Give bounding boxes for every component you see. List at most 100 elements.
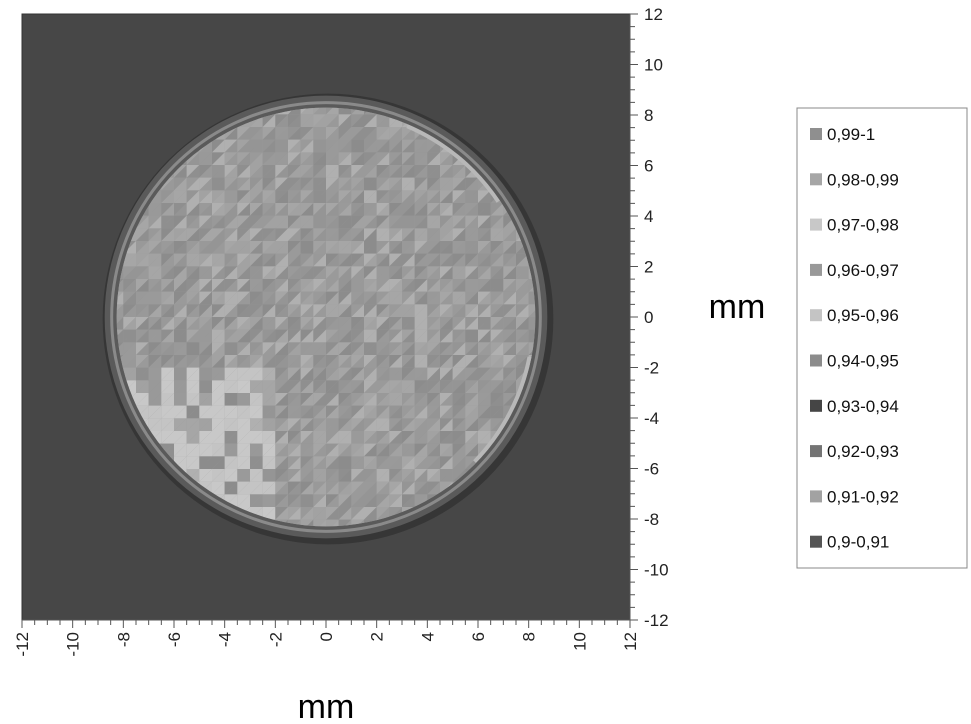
surface-cell <box>199 152 212 165</box>
surface-cell <box>338 152 352 165</box>
surface-cell <box>174 266 187 279</box>
surface-cell <box>326 253 339 267</box>
surface-cell <box>478 215 491 229</box>
surface-cell <box>402 177 415 191</box>
surface-cell <box>237 431 250 444</box>
surface-cell <box>376 494 390 507</box>
surface-cell <box>376 456 390 469</box>
surface-cell <box>440 203 453 216</box>
surface-cell <box>389 228 402 241</box>
surface-cell <box>376 405 390 419</box>
surface-cell <box>288 190 301 203</box>
surface-cell <box>212 380 225 393</box>
surface-cell <box>161 253 174 267</box>
surface-cell <box>490 342 504 355</box>
surface-cell <box>389 405 402 419</box>
surface-cell <box>250 380 263 393</box>
surface-cell <box>402 279 415 292</box>
surface-cell <box>288 190 301 203</box>
surface-cell <box>338 228 352 241</box>
surface-cell <box>338 431 352 444</box>
surface-cell <box>199 456 212 469</box>
surface-cell <box>376 494 390 507</box>
surface-cell <box>237 165 250 178</box>
surface-cell <box>376 431 390 444</box>
surface-cell <box>262 494 276 507</box>
surface-cell <box>452 418 466 431</box>
surface-cell <box>300 139 314 153</box>
surface-cell <box>212 342 225 355</box>
surface-cell <box>427 152 440 165</box>
surface-cell <box>351 481 364 495</box>
surface-cell <box>452 304 466 317</box>
surface-cell <box>174 342 187 355</box>
disk-edge-ring <box>110 101 542 533</box>
surface-cell <box>338 279 352 292</box>
surface-cell <box>427 228 440 241</box>
surface-cell <box>452 241 466 254</box>
surface-cell <box>262 456 276 469</box>
surface-cell <box>174 456 187 469</box>
surface-cell <box>300 279 314 292</box>
surface-cell <box>351 165 364 178</box>
surface-cell <box>452 241 466 254</box>
surface-cell <box>414 494 428 507</box>
surface-cell <box>313 139 326 153</box>
surface-cell <box>300 431 314 444</box>
surface-cell <box>250 481 263 495</box>
surface-cell <box>326 469 339 482</box>
surface-cell <box>490 241 504 254</box>
surface-cell <box>389 152 402 165</box>
surface-cell <box>212 253 225 267</box>
surface-cell <box>376 266 390 279</box>
surface-cell <box>199 203 212 216</box>
surface-cell <box>402 215 415 229</box>
surface-cell <box>503 329 516 343</box>
surface-cell <box>414 317 428 330</box>
surface-cell <box>262 355 276 368</box>
surface-cell <box>186 241 200 254</box>
surface-cell <box>452 317 466 330</box>
surface-cell <box>199 418 212 431</box>
surface-cell <box>275 304 288 317</box>
surface-cell <box>212 469 225 482</box>
x-tick-label: -12 <box>13 632 32 657</box>
surface-cell <box>174 393 187 406</box>
surface-cell <box>237 291 250 305</box>
surface-cell <box>503 380 516 393</box>
surface-cell <box>364 228 377 241</box>
surface-cell <box>452 228 466 241</box>
surface-cell <box>503 215 516 229</box>
surface-cell <box>148 317 162 330</box>
surface-cell <box>300 291 314 305</box>
surface-cell <box>389 367 402 381</box>
surface-cell <box>250 418 263 431</box>
surface-cell <box>250 127 263 140</box>
surface-cell <box>313 215 326 229</box>
surface-cell <box>427 342 440 355</box>
surface-cell <box>427 203 440 216</box>
y-tick-label: 2 <box>644 258 653 277</box>
surface-cell <box>224 317 238 330</box>
surface-cell <box>414 304 428 317</box>
surface-cell <box>300 355 314 368</box>
surface-cell <box>351 253 364 267</box>
surface-cell <box>478 253 491 267</box>
surface-cell <box>123 317 136 330</box>
surface-cell <box>490 279 504 292</box>
surface-cell <box>338 431 352 444</box>
surface-cell <box>516 304 529 317</box>
surface-cell <box>326 127 339 140</box>
surface-cell <box>224 456 238 469</box>
surface-cell <box>478 405 491 419</box>
y-tick-label: -2 <box>644 359 659 378</box>
surface-cell <box>313 253 326 267</box>
legend-swatch <box>810 263 822 276</box>
surface-cell <box>288 367 301 381</box>
surface-cell <box>528 279 536 292</box>
surface-cell <box>338 304 352 317</box>
surface-cell <box>427 329 440 343</box>
surface-cell <box>503 329 516 343</box>
surface-cell <box>288 241 301 254</box>
surface-cell <box>136 405 149 419</box>
